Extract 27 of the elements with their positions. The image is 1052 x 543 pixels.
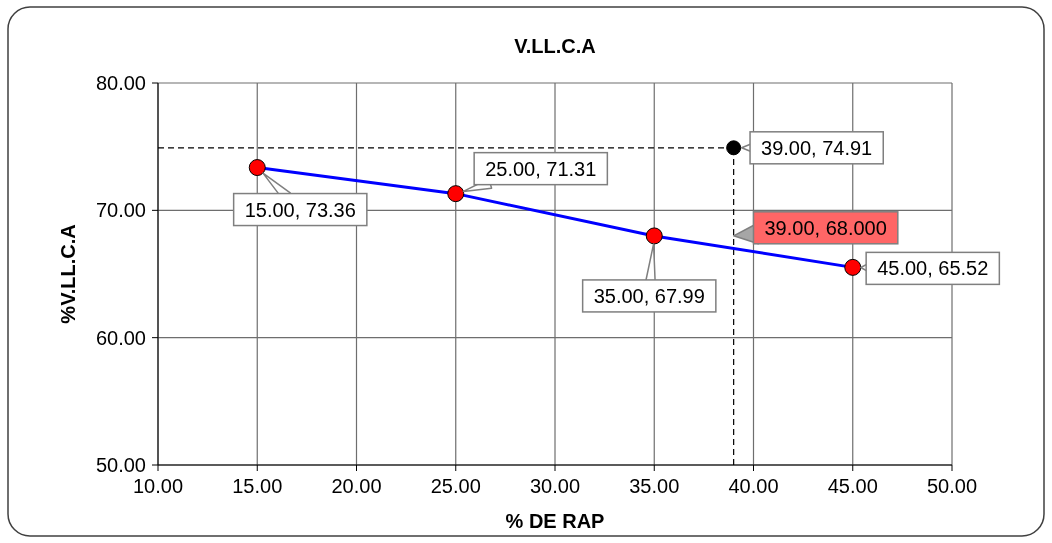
y-axis-title: %V.LL.C.A	[57, 224, 79, 324]
x-tick-label: 40.00	[728, 475, 779, 498]
data-label: 45.00, 65.52	[877, 257, 989, 280]
data-label: 15.00, 73.36	[244, 198, 356, 221]
y-tick-label: 60.00	[95, 326, 146, 349]
x-tick-label: 20.00	[331, 475, 382, 498]
data-label: 35.00, 67.99	[593, 284, 705, 307]
x-tick-label: 25.00	[430, 475, 481, 498]
x-tick-label: 30.00	[529, 475, 581, 498]
chart-title: V.LL.C.A	[514, 35, 596, 57]
point	[447, 185, 465, 203]
point	[645, 227, 663, 245]
y-tick-label: 50.00	[95, 454, 146, 477]
annotation: 39.00, 68.000	[764, 216, 887, 239]
point	[248, 159, 266, 177]
x-tick-label: 10.00	[132, 475, 184, 498]
x-tick-label: 35.00	[629, 475, 680, 498]
point	[726, 140, 742, 156]
point	[844, 258, 862, 276]
x-axis-title: % DE RAP	[505, 510, 605, 532]
y-tick-label: 70.00	[95, 199, 146, 222]
y-tick-label: 80.00	[95, 72, 146, 95]
data-label: 25.00, 71.31	[485, 157, 597, 180]
x-tick-label: 45.00	[827, 475, 878, 498]
x-tick-label: 15.00	[232, 475, 283, 498]
x-tick-label: 50.00	[926, 475, 978, 498]
data-label: 39.00, 74.91	[761, 136, 873, 159]
